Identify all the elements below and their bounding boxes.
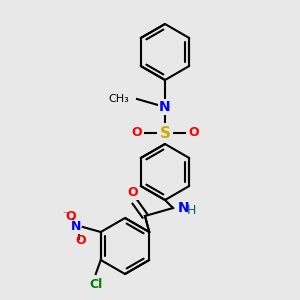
Text: Cl: Cl [89, 278, 102, 291]
Text: N: N [70, 220, 81, 233]
Text: N: N [178, 201, 190, 215]
Text: ⁻: ⁻ [62, 210, 68, 220]
Text: O: O [65, 211, 76, 224]
Text: S: S [160, 125, 170, 140]
Text: O: O [128, 186, 138, 199]
Text: H: H [187, 203, 196, 217]
Text: O: O [131, 127, 142, 140]
Text: N: N [159, 100, 171, 114]
Text: CH₃: CH₃ [108, 94, 129, 104]
Text: O: O [75, 235, 86, 248]
Text: O: O [188, 127, 199, 140]
